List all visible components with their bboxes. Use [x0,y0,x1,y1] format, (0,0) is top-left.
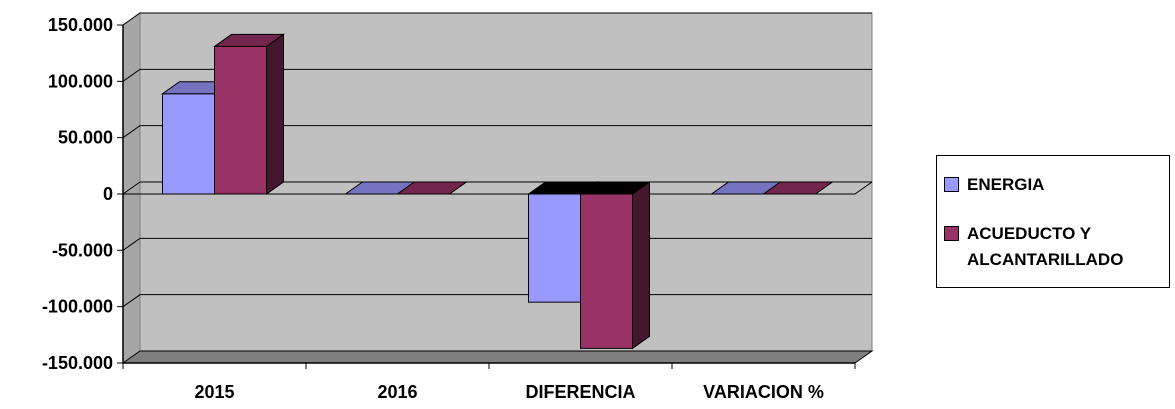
chart-legend: ENERGIA ACUEDUCTO Y ALCANTARILLADO [936,155,1170,288]
x-tick-label: VARIACION % [703,382,824,402]
x-tick-label: DIFERENCIA [525,382,635,402]
bar-top-face [578,181,652,195]
legend-item-acueducto: ACUEDUCTO Y ALCANTARILLADO [944,221,1123,273]
bar-top-face [761,181,835,195]
bar-acueducto-y-alcantarillado-2016 [395,181,469,195]
legend-label-energia: ENERGIA [967,175,1045,194]
legend-item-energia: ENERGIA [944,172,1044,198]
y-tick-label: 0 [103,184,113,204]
bar-front-face [162,93,215,195]
bar-acueducto-y-alcantarillado-2015 [212,33,286,195]
bar-side-face [632,181,650,350]
gridline [122,125,872,139]
y-tick-label: -50.000 [52,240,113,260]
bar-front-face [528,193,581,303]
y-tick-label: -150.000 [42,353,113,373]
bar-side-face [266,33,284,195]
bar-front-face [214,45,267,195]
y-tick-label: 150.000 [48,15,113,35]
bar-top-face [212,33,286,47]
bar-acueducto-y-alcantarillado-diferencia [578,181,652,350]
legend-swatch-acueducto [944,226,959,241]
legend-label-acueducto: ACUEDUCTO Y ALCANTARILLADO [967,224,1124,269]
gridline [122,12,872,26]
legend-swatch-energia [944,177,959,192]
plot-floor [121,350,874,364]
x-tick-label: 2015 [194,382,234,402]
y-tick-label: -100.000 [42,297,113,317]
gridline [122,68,872,82]
bar-acueducto-y-alcantarillado-variacion- [761,181,835,195]
y-tick-label: 100.000 [48,71,113,91]
x-tick-label: 2016 [377,382,417,402]
y-tick-label: 50.000 [58,128,113,148]
bar-front-face [580,193,633,349]
bar-top-face [395,181,469,195]
